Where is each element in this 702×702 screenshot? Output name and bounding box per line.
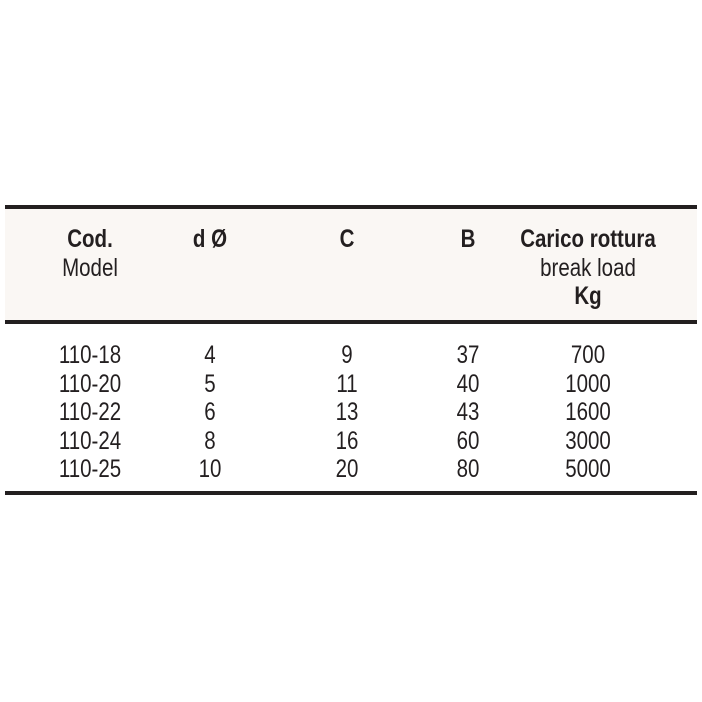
cell-c: 20 <box>335 455 359 484</box>
header-b: B <box>460 225 476 253</box>
cell-b: 37 <box>456 341 480 369</box>
cell-b: 60 <box>456 426 480 455</box>
cell-d: 6 <box>204 398 216 427</box>
header-model-label: Model <box>62 253 118 282</box>
cell-cod: 110-22 <box>58 398 122 427</box>
cell-c: 11 <box>336 369 358 398</box>
header-load: Carico rottura break load Kg <box>506 225 670 311</box>
cell-b: 43 <box>456 398 480 427</box>
header-break-load-label: break load <box>540 253 636 282</box>
bottom-rule <box>5 491 697 495</box>
cell-c: 9 <box>341 341 353 369</box>
cell-b: 40 <box>456 369 480 398</box>
top-rule <box>5 205 697 209</box>
cell-b: 80 <box>456 455 480 484</box>
cell-d: 10 <box>198 455 222 484</box>
cell-c: 13 <box>335 398 359 427</box>
cell-d: 4 <box>204 341 216 369</box>
cell-load: 700 <box>570 341 606 369</box>
header-kg-label: Kg <box>574 282 602 310</box>
table-header <box>5 209 697 320</box>
header-cod-label: Cod. <box>67 225 113 253</box>
cell-cod: 110-24 <box>58 426 122 455</box>
header-carico-label: Carico rottura <box>520 225 656 253</box>
cell-load: 3000 <box>565 426 611 455</box>
header-rule <box>5 320 697 324</box>
header-cod: Cod. Model <box>8 225 172 282</box>
cell-load: 1000 <box>565 369 611 398</box>
cell-c: 16 <box>335 426 359 455</box>
cell-d: 8 <box>204 426 216 455</box>
cell-cod: 110-20 <box>58 369 122 398</box>
header-c: C <box>339 225 355 253</box>
cell-load: 1600 <box>565 398 611 427</box>
cell-load: 5000 <box>565 455 611 484</box>
cell-d: 5 <box>204 369 216 398</box>
cell-cod: 110-25 <box>58 455 122 484</box>
header-d: d Ø <box>192 225 228 253</box>
cell-cod: 110-18 <box>58 341 122 369</box>
